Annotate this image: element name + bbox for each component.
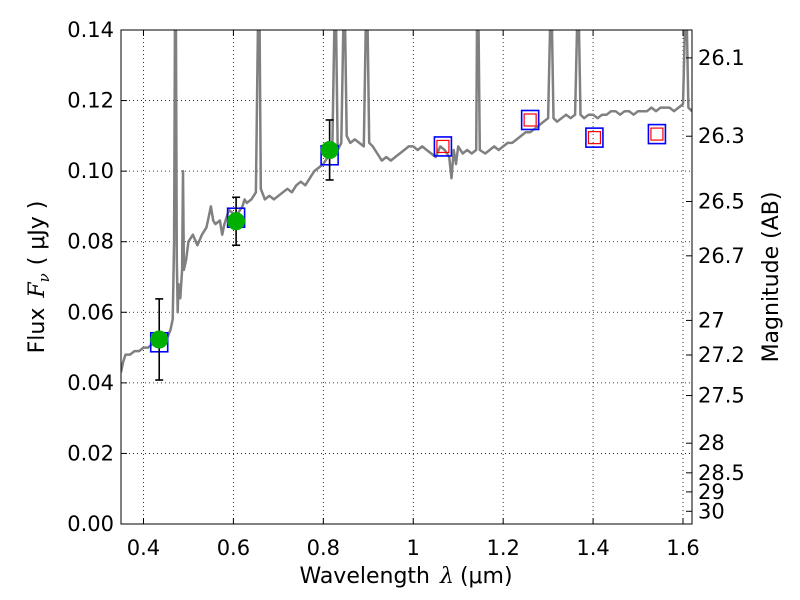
y2-tick-label: 28.5 — [698, 461, 745, 485]
y2-tick-label: 27 — [698, 308, 725, 332]
nondetection-marker — [523, 113, 537, 127]
y-tick-label: 0.12 — [67, 89, 114, 113]
model-photometry-marker — [433, 136, 453, 157]
y2-tick-label: 29 — [698, 480, 725, 504]
model-photometry-marker — [520, 109, 540, 131]
x-tick-label: 0.4 — [127, 536, 160, 560]
x-axis-label: Wavelength λ (μm) — [299, 564, 512, 589]
y2-tick-label: 26.3 — [698, 124, 745, 148]
y2-tick-label: 26.5 — [698, 189, 745, 213]
x-tick-label: 1.4 — [576, 536, 609, 560]
y-tick-label: 0.10 — [67, 159, 114, 183]
y-tick-label: 0.06 — [67, 300, 114, 324]
plot-area — [121, 30, 692, 381]
nondetection-marker — [650, 127, 664, 141]
model-photometry-marker — [647, 123, 667, 145]
y-tick-label: 0.02 — [67, 441, 114, 465]
y2-axis-label: Magnitude (AB) — [759, 192, 784, 363]
axis-ticks: 0.4 0.6 0.8 1 1.2 1.4 1.6 0.00 0.02 0.04 0.06 0.08 0… — [67, 18, 745, 560]
model-spectrum-line — [121, 30, 692, 373]
observed-flux-point — [320, 140, 339, 159]
y2-tick-label: 28 — [698, 431, 725, 455]
y2-tick-label: 26.1 — [698, 46, 745, 70]
observed-flux-point — [150, 330, 169, 349]
y-tick-label: 0.14 — [67, 18, 114, 42]
y2-tick-label: 27.2 — [698, 343, 745, 367]
x-tick-label: 1.6 — [666, 536, 699, 560]
y-tick-label: 0.00 — [67, 512, 114, 536]
model-photometry-marker — [585, 127, 604, 148]
x-tick-label: 1 — [407, 536, 420, 560]
y-tick-label: 0.04 — [67, 371, 114, 395]
y-tick-label: 0.08 — [67, 230, 114, 254]
grid-lines — [121, 29, 692, 525]
nondetection-marker — [436, 139, 450, 154]
y-axis-label: FluxFν( μJy ) — [25, 201, 53, 354]
x-tick-label: 0.8 — [307, 536, 340, 560]
y2-tick-label: 26.7 — [698, 244, 745, 268]
x-tick-label: 0.6 — [217, 536, 250, 560]
y2-tick-label: 27.5 — [698, 384, 745, 408]
y2-tick-label: 30 — [698, 499, 725, 523]
nondetection-marker — [587, 131, 602, 145]
x-tick-label: 1.2 — [486, 536, 519, 560]
plot-frame — [120, 29, 693, 525]
observed-flux-point — [227, 212, 246, 231]
